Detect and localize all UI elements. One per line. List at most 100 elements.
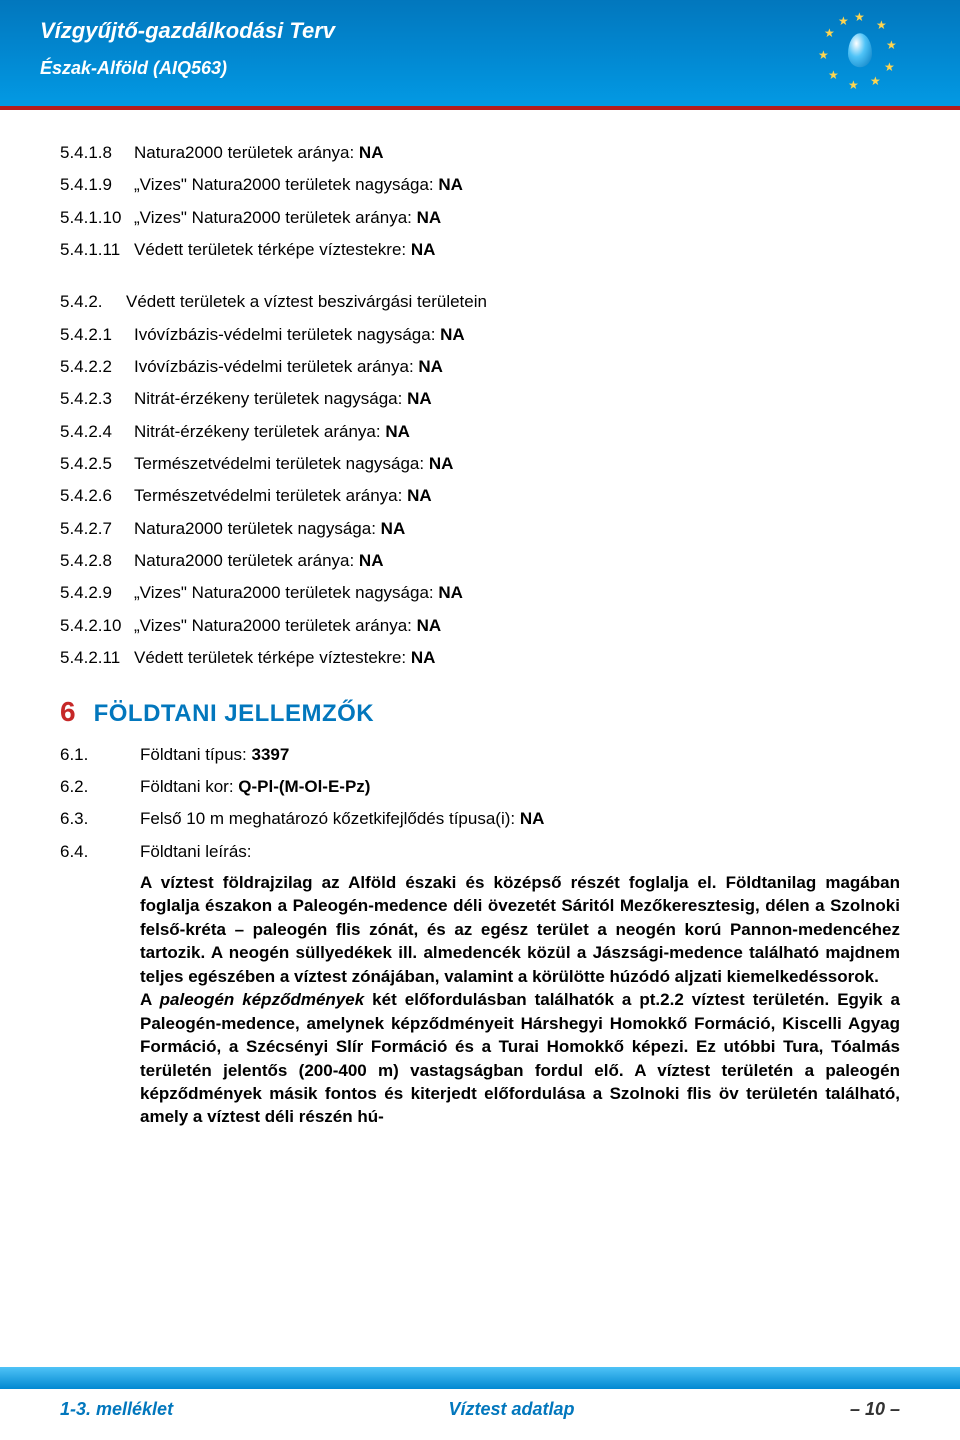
item-label: Földtani leírás:: [140, 842, 252, 861]
item-text: Nitrát-érzékeny területek nagysága: NA: [134, 386, 900, 412]
item-text: „Vizes" Natura2000 területek nagysága: N…: [134, 580, 900, 606]
item-text: Természetvédelmi területek nagysága: NA: [134, 451, 900, 477]
item-text: Felső 10 m meghatározó kőzetkifejlődés t…: [140, 806, 900, 832]
list-item: 5.4.2.2Ivóvízbázis-védelmi területek ará…: [60, 354, 900, 380]
list-item: 5.4.1.9„Vizes" Natura2000 területek nagy…: [60, 172, 900, 198]
item-text: Natura2000 területek aránya: NA: [134, 548, 900, 574]
item-label: Natura2000 területek aránya:: [134, 551, 359, 570]
item-value: NA: [440, 325, 465, 344]
list-item: 5.4.2.10„Vizes" Natura2000 területek ará…: [60, 613, 900, 639]
eu-water-logo: ★ ★ ★ ★ ★ ★ ★ ★ ★ ★: [820, 12, 900, 92]
page-content: 5.4.1.8Natura2000 területek aránya: NA5.…: [0, 110, 960, 1129]
item-value: NA: [417, 616, 442, 635]
item-text: Földtani kor: Q-Pl-(M-Ol-E-Pz): [140, 774, 900, 800]
item-number: 5.4.2.7: [60, 516, 134, 542]
item-text: Natura2000 területek aránya: NA: [134, 140, 900, 166]
item-label: Védett területek a víztest beszivárgási …: [126, 289, 900, 315]
item-value: NA: [411, 240, 436, 259]
item-number: 5.4.2.10: [60, 613, 134, 639]
header-title: Vízgyűjtő-gazdálkodási Terv: [40, 18, 920, 44]
item-text: Földtani leírás:: [140, 839, 900, 865]
item-number: 5.4.2.8: [60, 548, 134, 574]
item-number: 5.4.2.9: [60, 580, 134, 606]
header-subtitle: Észak-Alföld (AIQ563): [40, 58, 920, 79]
list-item: 5.4.2.6Természetvédelmi területek aránya…: [60, 483, 900, 509]
item-text: „Vizes" Natura2000 területek aránya: NA: [134, 205, 900, 231]
item-label: Védett területek térképe víztestekre:: [134, 648, 411, 667]
item-label: Ivóvízbázis-védelmi területek nagysága:: [134, 325, 440, 344]
item-label: Földtani kor:: [140, 777, 238, 796]
item-value: NA: [359, 143, 384, 162]
item-label: Természetvédelmi területek nagysága:: [134, 454, 429, 473]
item-number: 5.4.2.5: [60, 451, 134, 477]
item-number: 5.4.1.8: [60, 140, 134, 166]
item-label: Natura2000 területek aránya:: [134, 143, 359, 162]
list-item: 6.1.Földtani típus: 3397: [60, 742, 900, 768]
para-text-1: A víztest földrajzilag az Alföld északi …: [140, 873, 900, 986]
item-text: „Vizes" Natura2000 területek nagysága: N…: [134, 172, 900, 198]
item-number: 5.4.2.1: [60, 322, 134, 348]
item-value: NA: [359, 551, 384, 570]
item-text: Földtani típus: 3397: [140, 742, 900, 768]
item-text: Természetvédelmi területek aránya: NA: [134, 483, 900, 509]
list-item: 6.3.Felső 10 m meghatározó kőzetkifejlőd…: [60, 806, 900, 832]
list-item: 5.4.2. Védett területek a víztest besziv…: [60, 289, 900, 315]
item-value: NA: [385, 422, 410, 441]
item-number: 5.4.2.3: [60, 386, 134, 412]
item-number: 5.4.2.11: [60, 645, 134, 671]
list-item: 5.4.2.7Natura2000 területek nagysága: NA: [60, 516, 900, 542]
item-value: Q-Pl-(M-Ol-E-Pz): [238, 777, 370, 796]
header-divider: [0, 106, 960, 110]
section-number: 6: [60, 696, 76, 728]
item-number: 5.4.2.2: [60, 354, 134, 380]
para-text-2c: két előfordulásban találhatók a pt.2.2 v…: [140, 990, 900, 1126]
item-value: NA: [438, 175, 463, 194]
item-value: 3397: [252, 745, 290, 764]
item-text: Védett területek térképe víztestekre: NA: [134, 237, 900, 263]
item-label: Natura2000 területek nagysága:: [134, 519, 381, 538]
item-number: 6.4.: [60, 839, 140, 865]
item-value: NA: [429, 454, 454, 473]
item-label: „Vizes" Natura2000 területek nagysága:: [134, 583, 438, 602]
item-label: Földtani típus:: [140, 745, 252, 764]
geology-paragraph: A víztest földrajzilag az Alföld északi …: [140, 871, 900, 1129]
item-label: Védett területek térképe víztestekre:: [134, 240, 411, 259]
para-text-2a: A: [140, 990, 160, 1009]
list-item: 5.4.1.11Védett területek térképe víztest…: [60, 237, 900, 263]
list-item: 5.4.2.8Natura2000 területek aránya: NA: [60, 548, 900, 574]
list-item: 6.4.Földtani leírás:: [60, 839, 900, 865]
item-text: Ivóvízbázis-védelmi területek nagysága: …: [134, 322, 900, 348]
item-number: 6.2.: [60, 774, 140, 800]
item-text: Védett területek térképe víztestekre: NA: [134, 645, 900, 671]
item-value: NA: [418, 357, 443, 376]
item-label: „Vizes" Natura2000 területek aránya:: [134, 208, 417, 227]
item-value: NA: [438, 583, 463, 602]
item-label: Ivóvízbázis-védelmi területek aránya:: [134, 357, 418, 376]
item-text: „Vizes" Natura2000 területek aránya: NA: [134, 613, 900, 639]
item-number: 5.4.1.10: [60, 205, 134, 231]
item-value: NA: [407, 486, 432, 505]
footer-center: Víztest adatlap: [173, 1399, 850, 1420]
item-number: 5.4.1.9: [60, 172, 134, 198]
item-number: 5.4.1.11: [60, 237, 134, 263]
item-value: NA: [417, 208, 442, 227]
footer-bar: [0, 1367, 960, 1389]
item-text: Natura2000 területek nagysága: NA: [134, 516, 900, 542]
item-number: 5.4.2.6: [60, 483, 134, 509]
item-value: NA: [407, 389, 432, 408]
list-item: 5.4.2.11Védett területek térképe víztest…: [60, 645, 900, 671]
item-label: „Vizes" Natura2000 területek nagysága:: [134, 175, 438, 194]
item-label: „Vizes" Natura2000 területek aránya:: [134, 616, 417, 635]
item-text: Nitrát-érzékeny területek aránya: NA: [134, 419, 900, 445]
list-item: 5.4.2.3Nitrát-érzékeny területek nagyság…: [60, 386, 900, 412]
item-value: NA: [411, 648, 436, 667]
item-text: Ivóvízbázis-védelmi területek aránya: NA: [134, 354, 900, 380]
item-number: 6.3.: [60, 806, 140, 832]
list-item: 6.2.Földtani kor: Q-Pl-(M-Ol-E-Pz): [60, 774, 900, 800]
page-header: Vízgyűjtő-gazdálkodási Terv Észak-Alföld…: [0, 0, 960, 110]
list-item: 5.4.2.4Nitrát-érzékeny területek aránya:…: [60, 419, 900, 445]
item-value: NA: [381, 519, 406, 538]
item-label: Természetvédelmi területek aránya:: [134, 486, 407, 505]
list-item: 5.4.2.9„Vizes" Natura2000 területek nagy…: [60, 580, 900, 606]
item-label: Nitrát-érzékeny területek aránya:: [134, 422, 385, 441]
